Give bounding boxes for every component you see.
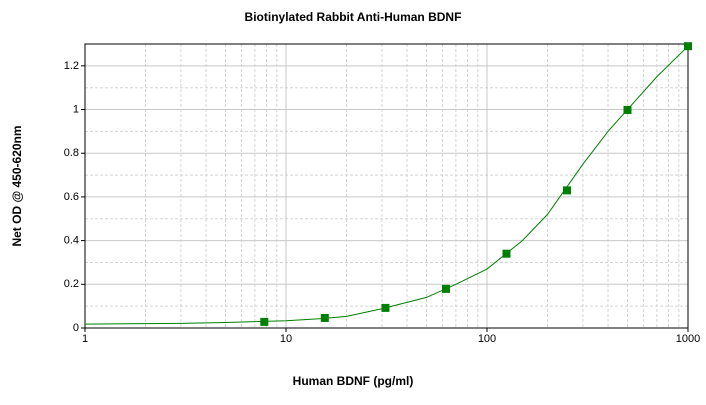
y-tick-label: 1 xyxy=(73,103,79,115)
x-tick-label: 1 xyxy=(82,333,88,345)
chart-title: Biotinylated Rabbit Anti-Human BDNF xyxy=(245,10,462,24)
y-tick-label: 0.4 xyxy=(64,235,79,247)
y-tick-label: 1.2 xyxy=(64,60,79,72)
y-tick-label: 0.6 xyxy=(64,191,79,203)
x-tick-label: 10 xyxy=(280,333,292,345)
y-tick-label: 0.8 xyxy=(64,147,79,159)
x-tick-label: 1000 xyxy=(676,333,700,345)
y-tick-label: 0 xyxy=(73,322,79,334)
y-axis-label: Net OD @ 450-620nm xyxy=(10,125,24,246)
y-tick-label: 0.2 xyxy=(64,278,79,290)
fit-curve xyxy=(84,45,689,325)
x-axis-label: Human BDNF (pg/ml) xyxy=(293,374,414,388)
x-tick-label: 100 xyxy=(478,333,496,345)
data-point xyxy=(562,186,571,195)
plot-frame xyxy=(84,43,689,329)
